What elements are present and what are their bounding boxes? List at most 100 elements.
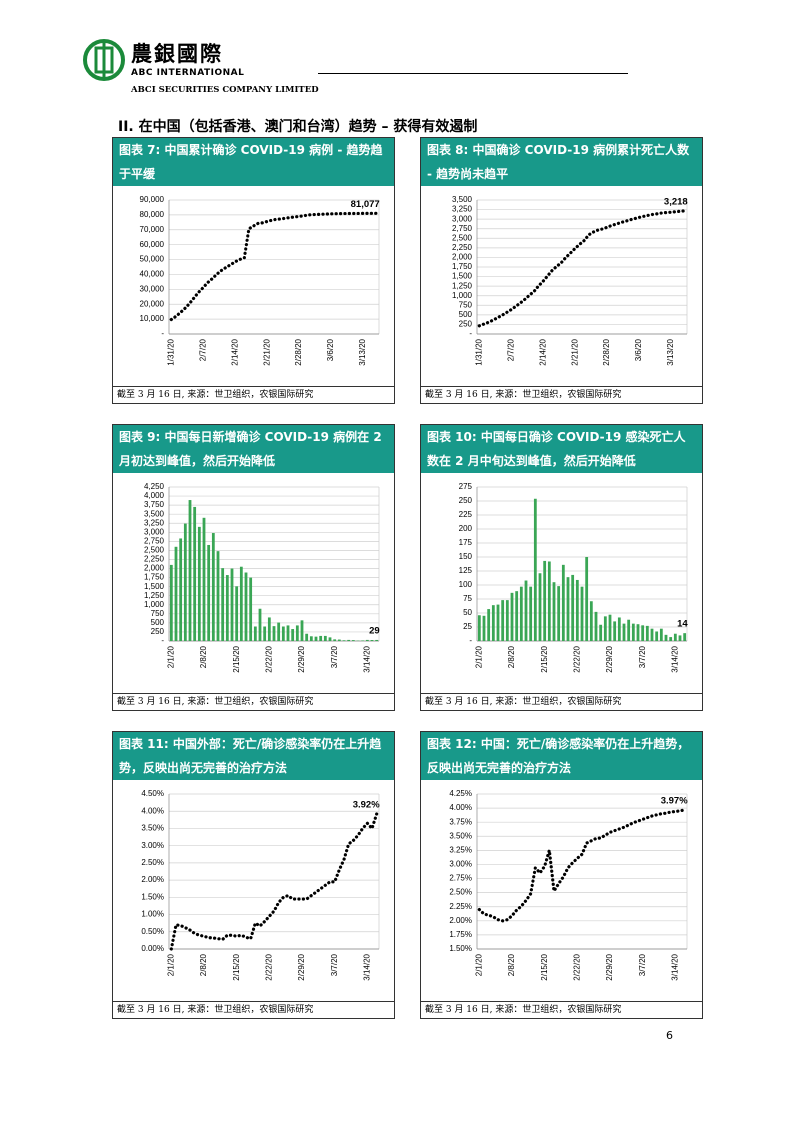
bar bbox=[333, 639, 337, 641]
x-tick-label: 2/28/20 bbox=[602, 338, 611, 365]
bar bbox=[519, 586, 523, 641]
bar bbox=[305, 633, 309, 641]
bar bbox=[295, 625, 299, 641]
bar bbox=[650, 628, 654, 641]
y-tick-label: 90,000 bbox=[140, 195, 165, 204]
bar bbox=[664, 634, 668, 641]
bar bbox=[673, 633, 677, 641]
bar bbox=[659, 628, 663, 641]
y-tick-label: 750 bbox=[459, 300, 473, 309]
bar bbox=[641, 625, 645, 641]
y-tick-label: 4.00% bbox=[141, 806, 164, 815]
y-tick-label: 250 bbox=[459, 320, 473, 329]
y-tick-label: 1,500 bbox=[144, 582, 165, 591]
x-tick-label: 3/7/20 bbox=[330, 953, 339, 976]
x-tick-label: 2/29/20 bbox=[605, 953, 614, 980]
bar bbox=[505, 600, 509, 641]
x-tick-label: 2/8/20 bbox=[199, 953, 208, 976]
bar bbox=[193, 506, 197, 641]
bar bbox=[361, 640, 365, 641]
y-tick-label: 1,750 bbox=[144, 573, 165, 582]
bar bbox=[183, 523, 187, 641]
bar bbox=[538, 573, 542, 641]
x-tick-label: 3/7/20 bbox=[330, 645, 339, 668]
chart-note: 截至 3 月 16 日, 来源：世卫组织，农银国际研究 bbox=[421, 693, 702, 710]
chart-note: 截至 3 月 16 日, 来源：世卫组织，农银国际研究 bbox=[421, 1001, 702, 1018]
y-tick-label: 1,750 bbox=[452, 262, 473, 271]
bar bbox=[235, 586, 239, 641]
data-label: 81,077 bbox=[351, 199, 380, 210]
y-tick-label: 1,250 bbox=[452, 281, 473, 290]
x-tick-label: 2/21/20 bbox=[262, 338, 271, 365]
x-tick-label: 2/15/20 bbox=[232, 645, 241, 672]
x-tick-label: 1/31/20 bbox=[166, 338, 175, 365]
bar bbox=[482, 615, 486, 641]
x-tick-label: 2/21/20 bbox=[570, 338, 579, 365]
x-tick-label: 2/1/20 bbox=[474, 645, 483, 668]
chart: 0.00% 0.50% 1.00% 1.50% 2.00% 2.50% 3.00% 3.50%… bbox=[141, 789, 380, 981]
bar bbox=[314, 636, 318, 641]
bar bbox=[202, 517, 206, 641]
bar bbox=[319, 635, 323, 641]
chart-panel: 图表 8: 中国确诊 COVID-19 病例累计死亡人数 - 趋势尚未趋平 -25… bbox=[420, 137, 703, 404]
bar bbox=[347, 639, 351, 641]
y-tick-label: 3.00% bbox=[449, 860, 472, 869]
bar bbox=[608, 614, 612, 641]
bar bbox=[515, 591, 519, 641]
x-tick-label: 2/8/20 bbox=[199, 645, 208, 668]
chart: -2505007501,0001,2501,5001,7502,0002,250… bbox=[144, 482, 380, 673]
bar bbox=[669, 637, 673, 641]
bar bbox=[636, 624, 640, 641]
bar bbox=[239, 566, 243, 641]
y-tick-label: 2.00% bbox=[141, 875, 164, 884]
y-tick-label: 2.50% bbox=[449, 888, 472, 897]
bar bbox=[253, 626, 257, 641]
y-tick-label: 2,750 bbox=[144, 536, 165, 545]
bar bbox=[510, 592, 514, 641]
y-tick-label: 2,000 bbox=[452, 253, 473, 262]
x-tick-label: 2/1/20 bbox=[166, 953, 175, 976]
y-tick-label: - bbox=[469, 329, 472, 338]
bar bbox=[524, 580, 528, 641]
bar bbox=[552, 582, 556, 641]
x-tick-label: 2/15/20 bbox=[540, 645, 549, 672]
chart-note: 截至 3 月 16 日, 来源：世卫组织，农银国际研究 bbox=[113, 693, 394, 710]
bar bbox=[221, 568, 225, 641]
bar bbox=[678, 635, 682, 641]
chart-title: 图表 8: 中国确诊 COVID-19 病例累计死亡人数 - 趋势尚未趋平 bbox=[421, 138, 702, 186]
logo-en: ABCI SECURITIES COMPANY LIMITED bbox=[131, 85, 319, 95]
y-tick-label: 2.00% bbox=[449, 916, 472, 925]
bar bbox=[501, 600, 505, 641]
bar bbox=[491, 605, 495, 641]
bar bbox=[603, 616, 607, 641]
x-tick-label: 3/13/20 bbox=[666, 338, 675, 365]
bar bbox=[589, 601, 593, 641]
bar bbox=[617, 617, 621, 641]
y-tick-label: 3,250 bbox=[144, 518, 165, 527]
bar bbox=[272, 626, 276, 641]
bar bbox=[230, 568, 234, 641]
y-tick-label: 1.50% bbox=[449, 944, 472, 953]
y-tick-label: 1.50% bbox=[141, 892, 164, 901]
x-tick-label: 2/14/20 bbox=[230, 338, 239, 365]
bar bbox=[631, 623, 635, 641]
chart-title: 图表 10: 中国每日确诊 COVID-19 感染死亡人数在 2 月中旬达到峰值… bbox=[421, 425, 702, 473]
bar bbox=[533, 498, 537, 641]
bar bbox=[267, 617, 271, 641]
bar bbox=[496, 604, 500, 641]
y-tick-label: 20,000 bbox=[140, 299, 165, 308]
y-tick-label: 175 bbox=[459, 538, 473, 547]
y-tick-label: 1.75% bbox=[449, 930, 472, 939]
x-tick-label: 2/22/20 bbox=[572, 645, 581, 672]
line bbox=[477, 808, 687, 923]
bar bbox=[216, 551, 220, 641]
bar bbox=[622, 623, 626, 641]
x-tick-label: 2/29/20 bbox=[605, 645, 614, 672]
y-tick-label: 3,500 bbox=[452, 195, 473, 204]
y-tick-label: 2.50% bbox=[141, 858, 164, 867]
y-tick-label: 2,250 bbox=[144, 555, 165, 564]
bar bbox=[594, 611, 598, 641]
bar bbox=[543, 560, 547, 641]
data-label: 3.97% bbox=[661, 795, 688, 806]
y-tick-label: 500 bbox=[151, 618, 165, 627]
